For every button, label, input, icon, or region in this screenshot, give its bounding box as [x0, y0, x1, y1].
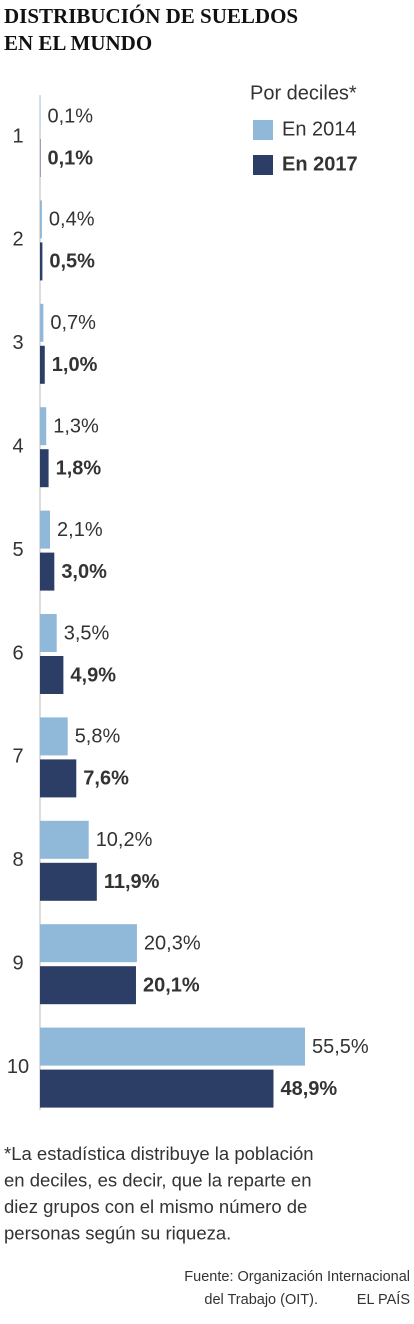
value-label: 20,3%: [144, 932, 201, 954]
value-label: 20,1%: [143, 974, 200, 996]
value-label: 10,2%: [96, 829, 153, 851]
source: Fuente: Organización Internacional: [184, 1269, 410, 1285]
value-label: 7,6%: [83, 768, 129, 790]
footnote: personas según su riqueza.: [4, 1222, 231, 1243]
category-label: 5: [12, 539, 23, 561]
bar: [40, 820, 89, 859]
bar: [40, 303, 44, 342]
footnote: *La estadística distribuye la población: [4, 1143, 314, 1164]
source: del Trabajo (OIT).: [204, 1292, 318, 1308]
value-label: 0,1%: [47, 105, 93, 127]
bar: [40, 345, 45, 384]
value-label: 2,1%: [57, 519, 103, 541]
value-label: 4,9%: [70, 664, 116, 686]
bar: [40, 759, 77, 798]
bar: [40, 924, 137, 963]
footnote: diez grupos con el mismo número de: [4, 1196, 307, 1217]
bar: [40, 717, 68, 756]
bar: [40, 1027, 305, 1066]
category-label: 9: [12, 952, 23, 974]
bar: [40, 449, 49, 488]
bar: [40, 656, 64, 694]
bar: [40, 552, 55, 591]
category-label: 8: [12, 849, 23, 871]
value-label: 0,5%: [49, 251, 95, 273]
legend-swatch: [253, 120, 273, 140]
value-label: 5,8%: [75, 726, 121, 748]
value-label: 1,8%: [56, 457, 102, 479]
value-label: 0,4%: [49, 209, 95, 231]
bar: [40, 200, 42, 239]
value-label: 55,5%: [312, 1036, 369, 1058]
category-label: 4: [12, 435, 23, 457]
value-label: 3,0%: [61, 561, 107, 583]
bar: [40, 614, 57, 652]
legend-title: Por deciles*: [250, 82, 357, 104]
legend-swatch: [253, 155, 273, 175]
value-label: 11,9%: [104, 871, 160, 893]
value-label: 1,3%: [53, 415, 99, 437]
legend-label: En 2017: [282, 153, 358, 175]
footnote: en deciles, es decir, que la reparte en: [4, 1169, 312, 1190]
value-label: 0,1%: [47, 147, 93, 169]
category-label: 1: [12, 125, 23, 147]
bar: [40, 1069, 274, 1108]
bar: [40, 966, 136, 1005]
category-label: 6: [12, 642, 23, 664]
category-label: 7: [12, 746, 23, 768]
legend-label: En 2014: [282, 118, 357, 140]
value-label: 48,9%: [280, 1078, 337, 1100]
category-label: 10: [7, 1056, 29, 1078]
bar: [40, 407, 47, 446]
chart-title: EN EL MUNDO: [4, 31, 152, 55]
category-label: 3: [12, 332, 23, 354]
chart-title: DISTRIBUCIÓN DE SUELDOS: [4, 4, 298, 28]
credit: EL PAÍS: [357, 1291, 410, 1308]
bar: [40, 242, 43, 281]
value-label: 3,5%: [64, 622, 110, 644]
value-label: 1,0%: [52, 354, 98, 376]
bar: [40, 862, 97, 901]
value-label: 0,7%: [50, 312, 96, 334]
bar: [40, 510, 51, 549]
category-label: 2: [12, 229, 23, 251]
